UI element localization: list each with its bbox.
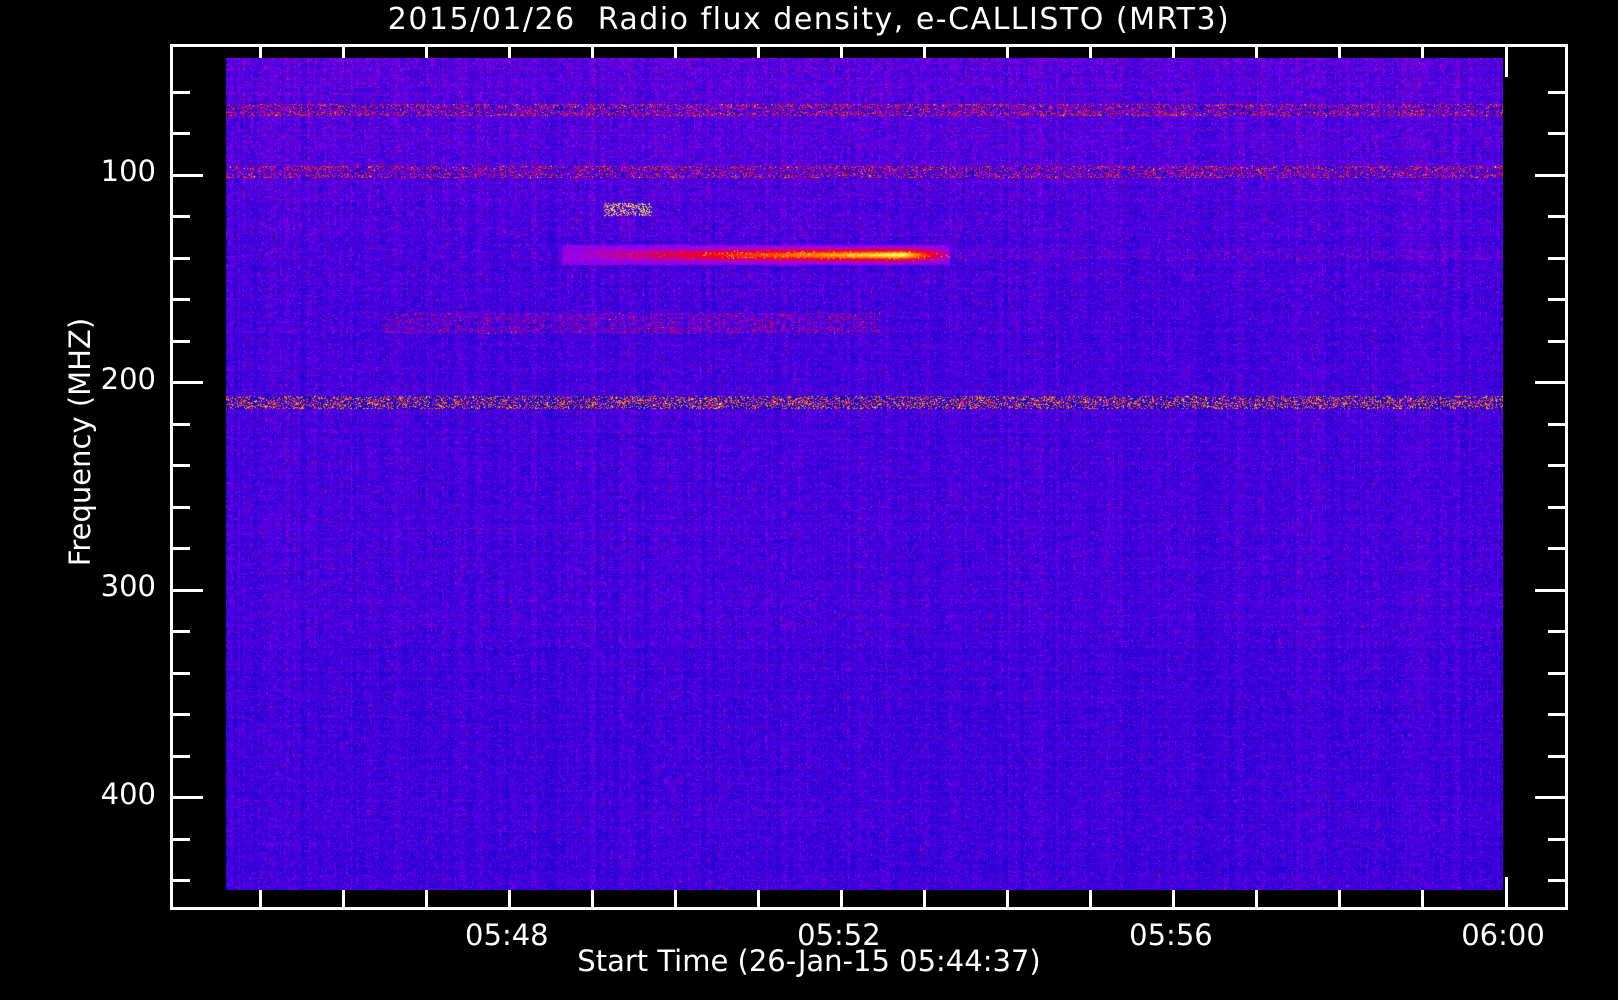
y-tick-right-420 xyxy=(1548,837,1565,841)
y-tick-left-380 xyxy=(173,754,190,758)
y-tick-right-100 xyxy=(1535,173,1565,177)
y-tick-right-80 xyxy=(1548,132,1565,136)
x-tick-bot-48 xyxy=(508,877,512,907)
y-tick-label-400: 400 xyxy=(100,776,156,811)
y-tick-left-160 xyxy=(173,298,190,302)
y-axis-title: Frequency (MHZ) xyxy=(63,317,97,567)
y-tick-right-340 xyxy=(1548,671,1565,675)
x-tick-bot-57 xyxy=(1255,890,1259,907)
x-tick-top-58 xyxy=(1338,47,1342,64)
y-tick-left-320 xyxy=(173,630,190,634)
x-tick-top-51 xyxy=(757,47,761,64)
x-tick-bot-60 xyxy=(1504,877,1508,907)
y-tick-right-120 xyxy=(1548,215,1565,219)
y-tick-left-100 xyxy=(173,173,203,177)
y-tick-right-60 xyxy=(1548,90,1565,94)
x-tick-bot-45 xyxy=(259,890,263,907)
spectrogram-canvas xyxy=(226,58,1503,890)
x-tick-bot-59 xyxy=(1421,890,1425,907)
x-tick-bot-53 xyxy=(923,890,927,907)
x-tick-top-55 xyxy=(1089,47,1093,64)
y-tick-left-180 xyxy=(173,339,190,343)
y-tick-right-280 xyxy=(1548,547,1565,551)
y-tick-left-340 xyxy=(173,671,190,675)
x-tick-bot-47 xyxy=(425,890,429,907)
x-tick-top-57 xyxy=(1255,47,1259,64)
x-tick-label-05-48: 05:48 xyxy=(465,918,549,952)
x-axis-title: Start Time (26-Jan-15 05:44:37) xyxy=(577,944,1041,978)
y-tick-right-300 xyxy=(1535,588,1565,592)
y-tick-left-400 xyxy=(173,796,203,800)
x-tick-top-49 xyxy=(591,47,595,64)
y-tick-label-100: 100 xyxy=(100,154,156,189)
x-tick-top-54 xyxy=(1006,47,1010,64)
y-tick-label-200: 200 xyxy=(100,361,156,396)
y-tick-left-60 xyxy=(173,90,190,94)
y-tick-right-220 xyxy=(1548,422,1565,426)
x-tick-bot-54 xyxy=(1006,890,1010,907)
y-tick-right-160 xyxy=(1548,298,1565,302)
y-tick-left-80 xyxy=(173,132,190,136)
y-tick-right-240 xyxy=(1548,464,1565,468)
x-tick-bot-52 xyxy=(840,877,844,907)
x-tick-label-06-00: 06:00 xyxy=(1461,918,1545,952)
y-tick-left-140 xyxy=(173,256,190,260)
y-tick-left-300 xyxy=(173,588,203,592)
y-tick-left-420 xyxy=(173,837,190,841)
spectrogram-image xyxy=(226,58,1503,890)
x-tick-top-53 xyxy=(923,47,927,64)
y-tick-right-260 xyxy=(1548,505,1565,509)
x-tick-top-50 xyxy=(674,47,678,64)
x-tick-label-05-56: 05:56 xyxy=(1129,918,1213,952)
figure-title: 2015/01/26 Radio flux density, e-CALLIST… xyxy=(387,2,1231,37)
x-tick-top-46 xyxy=(342,47,346,64)
y-tick-right-440 xyxy=(1548,879,1565,883)
y-tick-right-140 xyxy=(1548,256,1565,260)
x-tick-bot-46 xyxy=(342,890,346,907)
x-tick-top-60 xyxy=(1504,47,1508,77)
x-tick-top-47 xyxy=(425,47,429,64)
y-tick-label-300: 300 xyxy=(100,569,156,604)
x-tick-bot-49 xyxy=(591,890,595,907)
y-tick-right-320 xyxy=(1548,630,1565,634)
y-tick-left-260 xyxy=(173,505,190,509)
y-tick-right-400 xyxy=(1535,796,1565,800)
y-tick-left-200 xyxy=(173,381,203,385)
x-tick-bot-56 xyxy=(1172,877,1176,907)
x-tick-top-45 xyxy=(259,47,263,64)
y-tick-left-360 xyxy=(173,713,190,717)
x-tick-bot-50 xyxy=(674,890,678,907)
x-tick-bot-55 xyxy=(1089,890,1093,907)
x-tick-label-05-52: 05:52 xyxy=(797,918,881,952)
x-tick-bot-51 xyxy=(757,890,761,907)
y-tick-left-220 xyxy=(173,422,190,426)
x-tick-top-59 xyxy=(1421,47,1425,64)
x-tick-bot-58 xyxy=(1338,890,1342,907)
y-tick-right-380 xyxy=(1548,754,1565,758)
y-tick-left-280 xyxy=(173,547,190,551)
y-tick-right-200 xyxy=(1535,381,1565,385)
y-tick-right-360 xyxy=(1548,713,1565,717)
y-tick-left-440 xyxy=(173,879,190,883)
y-tick-left-240 xyxy=(173,464,190,468)
y-tick-left-120 xyxy=(173,215,190,219)
y-tick-right-180 xyxy=(1548,339,1565,343)
